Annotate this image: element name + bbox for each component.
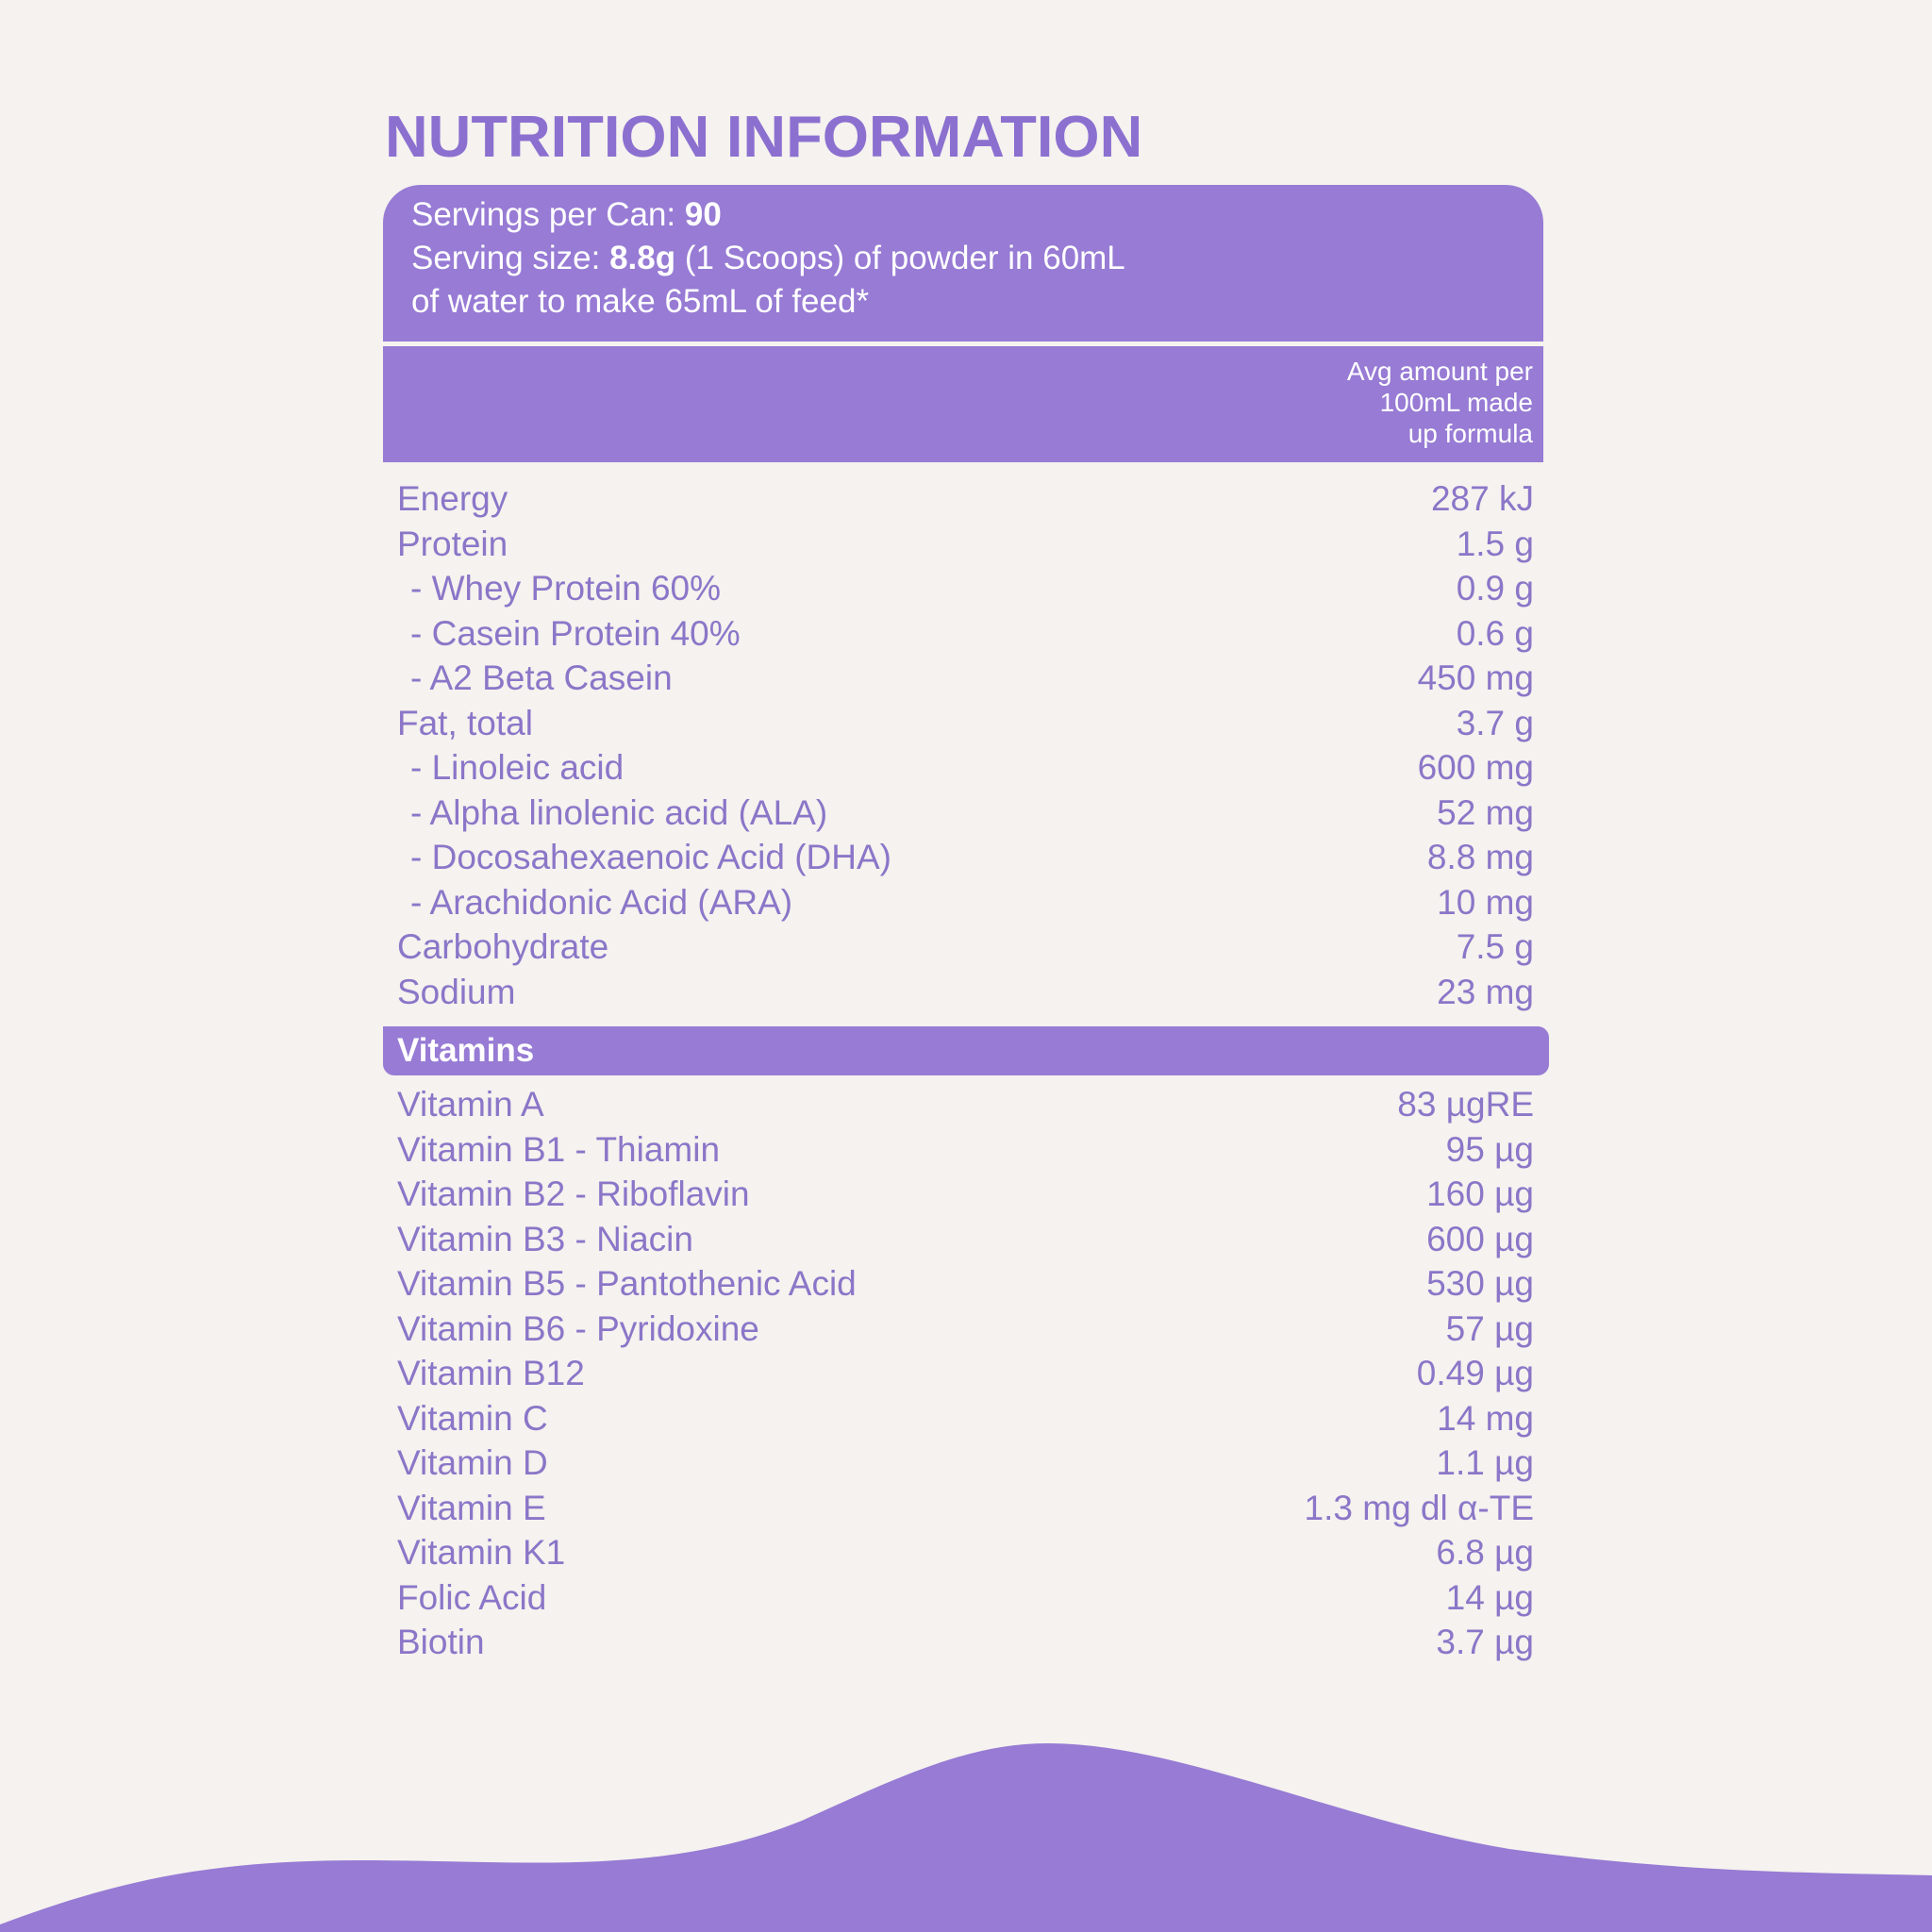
nutrient-row: Carbohydrate 7.5 g — [383, 927, 1534, 973]
vitamins-heading: Vitamins — [397, 1032, 535, 1069]
avg-amount-label: Avg amount per 100mL made up formula — [1347, 356, 1533, 449]
nutrient-row: - Linoleic acid 600 mg — [383, 748, 1534, 793]
row-value: 1.1 µg — [1436, 1443, 1534, 1482]
row-label: Biotin — [397, 1623, 485, 1661]
vitamin-row: Vitamin B1 - Thiamin 95 µg — [383, 1130, 1534, 1175]
nutrient-row: - Casein Protein 40% 0.6 g — [383, 614, 1534, 659]
row-label: - Arachidonic Acid (ARA) — [410, 882, 793, 922]
row-value: 450 mg — [1417, 658, 1534, 697]
serving-size-label: Serving size: — [411, 240, 610, 276]
row-value: 57 µg — [1445, 1308, 1534, 1348]
vitamin-row: Biotin 3.7 µg — [383, 1623, 1534, 1668]
row-label: Vitamin B3 - Niacin — [397, 1219, 693, 1258]
row-value: 0.49 µg — [1416, 1354, 1534, 1392]
row-label: - Docosahexaenoic Acid (DHA) — [410, 838, 891, 876]
nutrient-row: Fat, total 3.7 g — [383, 704, 1534, 749]
row-value: 8.8 mg — [1426, 838, 1534, 876]
serving-size-value: 8.8g — [609, 240, 676, 276]
vitamin-table: Vitamin A 83 µgRE Vitamin B1 - Thiamin 95 µ… — [383, 1085, 1534, 1668]
row-label: Vitamin B2 - Riboflavin — [397, 1174, 750, 1213]
nutrient-row: - Alpha linolenic acid (ALA) 52 mg — [383, 793, 1534, 839]
servings-label: Servings per Can: — [411, 196, 685, 233]
row-label: Protein — [397, 524, 508, 563]
divider — [383, 341, 1543, 346]
row-label: Vitamin C — [397, 1398, 548, 1438]
vitamin-row: Vitamin B3 - Niacin 600 µg — [383, 1220, 1534, 1265]
row-label: - Whey Protein 60% — [410, 569, 722, 608]
row-value: 14 mg — [1437, 1398, 1534, 1438]
row-label: Carbohydrate — [397, 927, 609, 966]
avg-line: up formula — [1407, 419, 1533, 448]
row-value: 3.7 µg — [1436, 1623, 1534, 1661]
row-value: 95 µg — [1445, 1129, 1534, 1169]
row-value: 23 mg — [1437, 972, 1534, 1011]
row-value: 3.7 g — [1456, 703, 1534, 742]
row-value: 6.8 µg — [1436, 1533, 1534, 1572]
row-label: Fat, total — [397, 703, 533, 742]
row-value: 600 mg — [1417, 748, 1534, 787]
row-label: Vitamin A — [397, 1085, 544, 1124]
vitamins-heading-bar: Vitamins — [383, 1026, 1549, 1075]
row-value: 10 mg — [1437, 882, 1534, 922]
nutrient-row: Energy 287 kJ — [383, 479, 1534, 525]
row-value: 1.3 mg dl α-TE — [1304, 1488, 1534, 1527]
row-label: Energy — [397, 479, 508, 518]
row-label: Vitamin K1 — [397, 1533, 566, 1572]
nutrient-row: Sodium 23 mg — [383, 973, 1534, 1018]
row-label: Vitamin B5 - Pantothenic Acid — [397, 1264, 857, 1303]
avg-line: 100mL made — [1379, 388, 1533, 417]
row-value: 14 µg — [1445, 1577, 1534, 1617]
row-label: - Casein Protein 40% — [410, 613, 741, 653]
row-label: Sodium — [397, 972, 516, 1011]
page-title: NUTRITION INFORMATION — [385, 105, 1143, 170]
row-label: - Alpha linolenic acid (ALA) — [410, 792, 828, 832]
serving-size: Serving size: 8.8g (1 Scoops) of powder … — [411, 240, 1125, 277]
column-header: Avg amount per 100mL made up formula — [383, 346, 1543, 462]
avg-line: Avg amount per — [1346, 357, 1533, 386]
nutrient-row: - Whey Protein 60% 0.9 g — [383, 569, 1534, 614]
nutrient-row: Protein 1.5 g — [383, 525, 1534, 570]
row-value: 160 µg — [1426, 1174, 1534, 1213]
row-label: Vitamin B6 - Pyridoxine — [397, 1308, 759, 1348]
row-label: - Linoleic acid — [410, 748, 625, 787]
row-label: Vitamin E — [397, 1488, 546, 1527]
vitamin-row: Vitamin K1 6.8 µg — [383, 1533, 1534, 1578]
row-label: Folic Acid — [397, 1577, 547, 1617]
vitamin-row: Vitamin C 14 mg — [383, 1399, 1534, 1444]
row-value: 287 kJ — [1430, 479, 1534, 518]
vitamin-row: Vitamin B6 - Pyridoxine 57 µg — [383, 1309, 1534, 1355]
row-value: 0.9 g — [1456, 569, 1534, 608]
nutrient-table: Energy 287 kJ Protein 1.5 g - Whey Protein 6… — [383, 479, 1534, 1017]
row-label: Vitamin B12 — [397, 1354, 585, 1392]
vitamin-row: Vitamin D 1.1 µg — [383, 1443, 1534, 1489]
row-value: 1.5 g — [1456, 524, 1534, 563]
nutrient-row: - A2 Beta Casein 450 mg — [383, 658, 1534, 704]
row-value: 7.5 g — [1456, 927, 1534, 966]
serving-size-line3: of water to make 65mL of feed* — [411, 283, 870, 320]
serving-info-box: Servings per Can: 90 Serving size: 8.8g … — [383, 185, 1543, 341]
vitamin-row: Vitamin A 83 µgRE — [383, 1085, 1534, 1130]
vitamin-row: Vitamin E 1.3 mg dl α-TE — [383, 1489, 1534, 1534]
row-value: 83 µgRE — [1397, 1085, 1534, 1124]
row-label: Vitamin D — [397, 1443, 548, 1482]
row-value: 0.6 g — [1456, 613, 1534, 653]
nutrient-row: - Arachidonic Acid (ARA) 10 mg — [383, 883, 1534, 928]
servings-value: 90 — [684, 196, 722, 233]
vitamin-row: Vitamin B5 - Pantothenic Acid 530 µg — [383, 1264, 1534, 1309]
row-label: Vitamin B1 - Thiamin — [397, 1129, 721, 1169]
nutrient-row: - Docosahexaenoic Acid (DHA) 8.8 mg — [383, 838, 1534, 883]
vitamin-row: Folic Acid 14 µg — [383, 1578, 1534, 1624]
vitamin-row: Vitamin B2 - Riboflavin 160 µg — [383, 1174, 1534, 1220]
vitamin-row: Vitamin B12 0.49 µg — [383, 1354, 1534, 1399]
row-value: 530 µg — [1426, 1264, 1534, 1303]
serving-size-rest: (1 Scoops) of powder in 60mL — [675, 240, 1125, 276]
row-value: 52 mg — [1437, 792, 1534, 832]
servings-per-can: Servings per Can: 90 — [411, 196, 722, 234]
row-label: - A2 Beta Casein — [410, 658, 673, 697]
row-value: 600 µg — [1426, 1219, 1534, 1258]
